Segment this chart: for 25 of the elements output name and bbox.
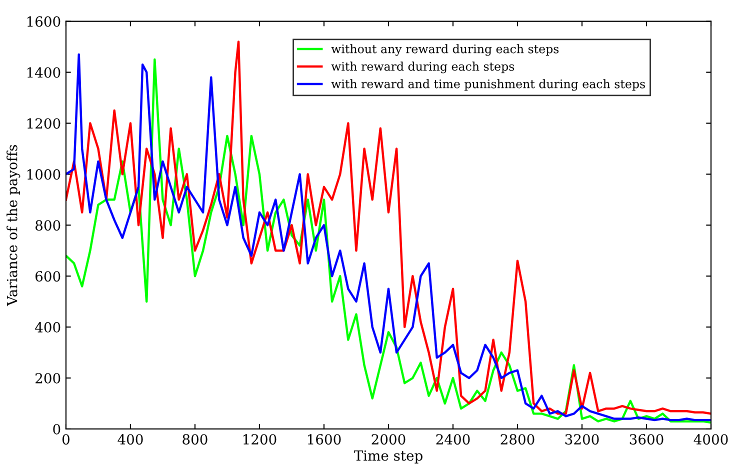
x-tick-label: 1200 bbox=[244, 434, 276, 445]
legend-label: without any reward during each steps bbox=[331, 44, 559, 56]
y-tick-label: 1200 bbox=[27, 118, 60, 129]
x-axis-title: Time step bbox=[354, 450, 422, 464]
x-tick-label: 800 bbox=[182, 434, 208, 445]
y-tick-label: 600 bbox=[36, 271, 60, 282]
y-tick-label: 1000 bbox=[27, 169, 60, 180]
y-tick-label: 200 bbox=[36, 372, 60, 384]
legend-label: with reward during each steps bbox=[331, 62, 514, 74]
x-tick-label: 2800 bbox=[500, 434, 534, 445]
y-tick-label: 0 bbox=[53, 424, 60, 434]
x-tick-label: 3200 bbox=[565, 434, 599, 445]
x-tick-label: 1600 bbox=[308, 434, 341, 445]
y-tick-label: 1600 bbox=[27, 16, 60, 27]
y-axis-title: Variance of the payoffs bbox=[6, 145, 20, 306]
x-tick-label: 0 bbox=[62, 434, 70, 445]
legend-label: with reward and time punishment during each steps bbox=[331, 79, 645, 91]
y-tick-label: 1400 bbox=[27, 67, 60, 78]
y-tick-label: 800 bbox=[36, 220, 60, 231]
y-tick-label: 400 bbox=[35, 322, 60, 333]
x-tick-label: 2000 bbox=[372, 434, 406, 445]
x-tick-label: 4000 bbox=[694, 434, 728, 445]
x-tick-label: 2400 bbox=[436, 434, 470, 445]
x-tick-label: 400 bbox=[118, 434, 143, 445]
x-tick-label: 3600 bbox=[630, 434, 664, 445]
